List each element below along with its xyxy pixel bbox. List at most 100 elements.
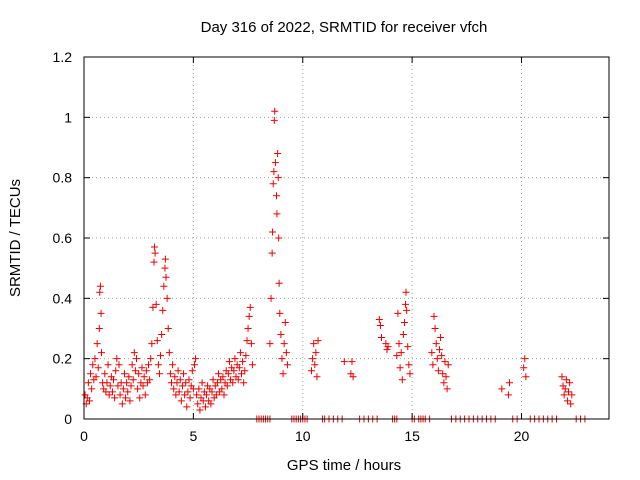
data-point-marker: [283, 361, 291, 369]
data-point-marker: [118, 400, 126, 408]
data-point-marker: [313, 373, 321, 381]
data-point-marker: [134, 385, 142, 393]
data-point-marker: [116, 391, 124, 399]
data-point-marker: [183, 403, 191, 411]
data-point-marker: [181, 391, 189, 399]
data-point-marker: [218, 385, 226, 393]
data-point-marker: [111, 394, 119, 402]
data-point-marker: [375, 315, 383, 323]
data-point-marker: [140, 373, 148, 381]
data-point-marker: [115, 361, 123, 369]
data-point-marker: [87, 370, 95, 378]
x-axis-label: GPS time / hours: [287, 457, 401, 474]
data-point-marker: [219, 373, 227, 381]
y-tick-label: 0.2: [53, 351, 73, 367]
data-point-marker: [127, 382, 135, 390]
data-point-marker: [207, 400, 215, 408]
data-point-marker: [113, 355, 121, 363]
data-point-marker: [281, 318, 289, 326]
data-point-marker: [520, 364, 528, 372]
x-tick-label: 0: [80, 428, 88, 444]
data-point-marker: [562, 376, 570, 384]
data-point-marker: [126, 397, 134, 405]
data-point-marker: [271, 159, 279, 167]
data-point-marker: [398, 376, 406, 384]
data-point-marker: [180, 370, 188, 378]
data-point-marker: [89, 361, 97, 369]
data-point-marker: [269, 228, 277, 236]
data-point-marker: [244, 325, 252, 332]
data-point-marker: [174, 367, 182, 375]
data-point-marker: [282, 349, 290, 357]
data-point-marker: [442, 373, 450, 381]
data-point-marker: [154, 361, 162, 369]
data-point-marker: [558, 373, 566, 381]
data-point-marker: [270, 116, 278, 124]
data-point-marker: [440, 379, 448, 387]
data-point-marker: [340, 358, 348, 366]
data-point-marker: [176, 376, 184, 384]
data-point-marker: [565, 388, 573, 396]
data-point-marker: [119, 385, 127, 393]
data-point-marker: [155, 370, 163, 378]
data-point-marker: [566, 379, 574, 387]
data-point-marker: [220, 391, 228, 399]
data-point-marker: [568, 391, 576, 399]
data-point-marker: [169, 361, 177, 369]
data-point-marker: [166, 370, 174, 378]
data-point-marker: [98, 349, 105, 357]
data-point-marker: [231, 355, 239, 363]
data-point-marker: [149, 303, 157, 311]
data-point-marker: [312, 349, 320, 357]
data-point-marker: [267, 294, 275, 302]
data-point-marker: [104, 361, 112, 369]
data-point-marker: [184, 388, 192, 396]
data-point-marker: [96, 288, 104, 296]
data-point-marker: [208, 388, 216, 396]
data-point-marker: [443, 385, 451, 393]
data-point-marker: [308, 367, 315, 375]
x-tick-label: 20: [514, 428, 530, 444]
data-point-marker: [239, 358, 247, 366]
data-point-marker: [277, 331, 285, 339]
data-point-marker: [198, 379, 206, 387]
data-point-marker: [196, 406, 204, 414]
data-point-marker: [123, 379, 131, 387]
data-point-marker: [393, 352, 401, 360]
data-point-marker: [124, 388, 132, 396]
data-point-marker: [521, 355, 529, 363]
data-point-marker: [157, 352, 165, 360]
data-point-marker: [243, 337, 251, 345]
y-tick-label: 0.6: [53, 230, 73, 246]
data-point-marker: [152, 300, 160, 308]
data-point-marker: [238, 370, 245, 378]
data-point-marker: [394, 309, 402, 317]
data-point-marker: [224, 370, 232, 378]
data-point-marker: [159, 306, 167, 314]
data-point-marker: [135, 370, 143, 378]
data-point-marker: [240, 379, 248, 387]
data-point-marker: [236, 349, 244, 357]
data-point-marker: [274, 174, 282, 182]
data-point-marker: [139, 382, 147, 390]
data-point-marker: [193, 391, 201, 399]
data-point-marker: [112, 367, 120, 375]
data-point-marker: [203, 391, 210, 399]
data-point-marker: [85, 397, 93, 405]
data-point-marker: [95, 325, 103, 332]
data-point-marker: [108, 388, 116, 396]
data-point-marker: [97, 309, 105, 317]
data-point-marker: [178, 382, 186, 390]
data-point-marker: [213, 379, 221, 387]
data-point-marker: [209, 376, 217, 384]
data-point-marker: [395, 340, 403, 348]
data-point-marker: [234, 376, 242, 384]
data-point-marker: [246, 303, 254, 311]
data-point-marker: [432, 340, 440, 348]
grid-lines: [84, 57, 609, 419]
data-point-marker: [245, 312, 253, 320]
data-point-marker: [147, 355, 155, 363]
data-point-marker: [402, 300, 410, 308]
data-point-marker: [309, 355, 317, 363]
data-point-marker: [431, 325, 439, 332]
